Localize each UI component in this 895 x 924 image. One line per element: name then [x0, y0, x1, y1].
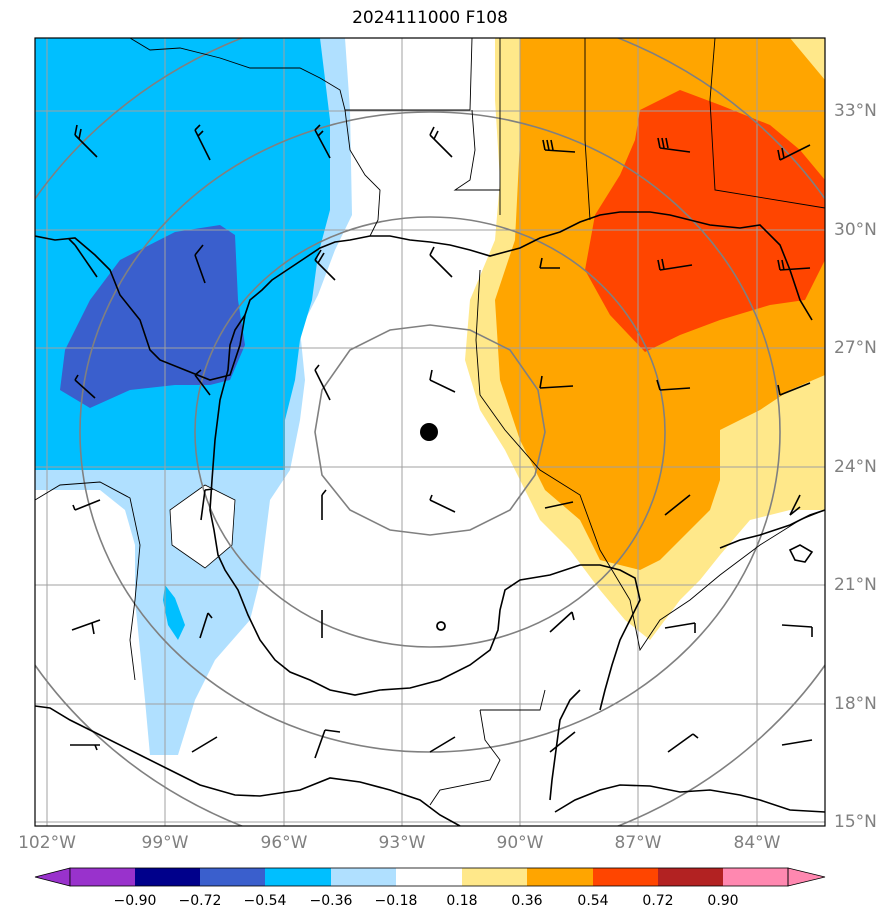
lat-label: 33°N: [834, 101, 877, 121]
wind-barbs: [68, 124, 813, 759]
lon-label: 102°W: [18, 833, 76, 853]
colorbar-tick-label: 0.36: [511, 893, 543, 909]
colorbar-segment: [593, 868, 658, 886]
lon-label: 87°W: [614, 833, 662, 853]
borders: [35, 38, 825, 806]
colorbar-segment: [135, 868, 200, 886]
low-marker: [436, 621, 446, 631]
colorbar-over: [787, 867, 826, 887]
colorbar-tick-label: 0.90: [707, 893, 739, 909]
lon-label: 96°W: [260, 833, 308, 853]
colorbar-tick-label: 0.18: [446, 893, 478, 909]
map-plot: [34, 37, 826, 827]
lon-label: 99°W: [141, 833, 189, 853]
lon-label: 90°W: [496, 833, 544, 853]
colorbar-tick-label: −0.90: [113, 893, 157, 909]
coastlines: [35, 211, 825, 826]
colorbar: [34, 867, 826, 887]
lon-label: 93°W: [378, 833, 426, 853]
colorbar-tick-label: 0.72: [642, 893, 674, 909]
colorbar-tick-label: 0.54: [577, 893, 609, 909]
colorbar-segment: [265, 868, 331, 886]
colorbar-under: [34, 867, 71, 887]
colorbar-segment: [70, 868, 135, 886]
contour-red-orange: [585, 90, 825, 352]
colorbar-segment: [200, 868, 265, 886]
contour-royal-blue: [60, 225, 245, 408]
lon-label: 84°W: [733, 833, 781, 853]
lat-label: 30°N: [834, 220, 877, 240]
map-title: 2024111000 F108: [352, 8, 508, 28]
colorbar-segment: [527, 868, 593, 886]
colorbar-segment: [723, 868, 788, 886]
colorbar-segment: [658, 868, 723, 886]
colorbar-tick-label: −0.72: [178, 893, 222, 909]
contour-hole: [169, 484, 236, 569]
lat-label: 18°N: [834, 694, 877, 714]
colorbar-segment: [331, 868, 396, 886]
colorbar-tick-label: −0.36: [309, 893, 353, 909]
lat-label: 21°N: [834, 575, 877, 595]
colorbar-tick-label: −0.18: [374, 893, 418, 909]
lat-label: 24°N: [834, 457, 877, 477]
lat-label: 15°N: [834, 812, 877, 832]
colorbar-segment: [396, 868, 462, 886]
colorbar-segment: [462, 868, 527, 886]
colorbar-tick-label: −0.54: [243, 893, 287, 909]
lat-label: 27°N: [834, 338, 877, 358]
contour-cyan-patch: [163, 585, 185, 640]
center-marker: [420, 423, 438, 441]
